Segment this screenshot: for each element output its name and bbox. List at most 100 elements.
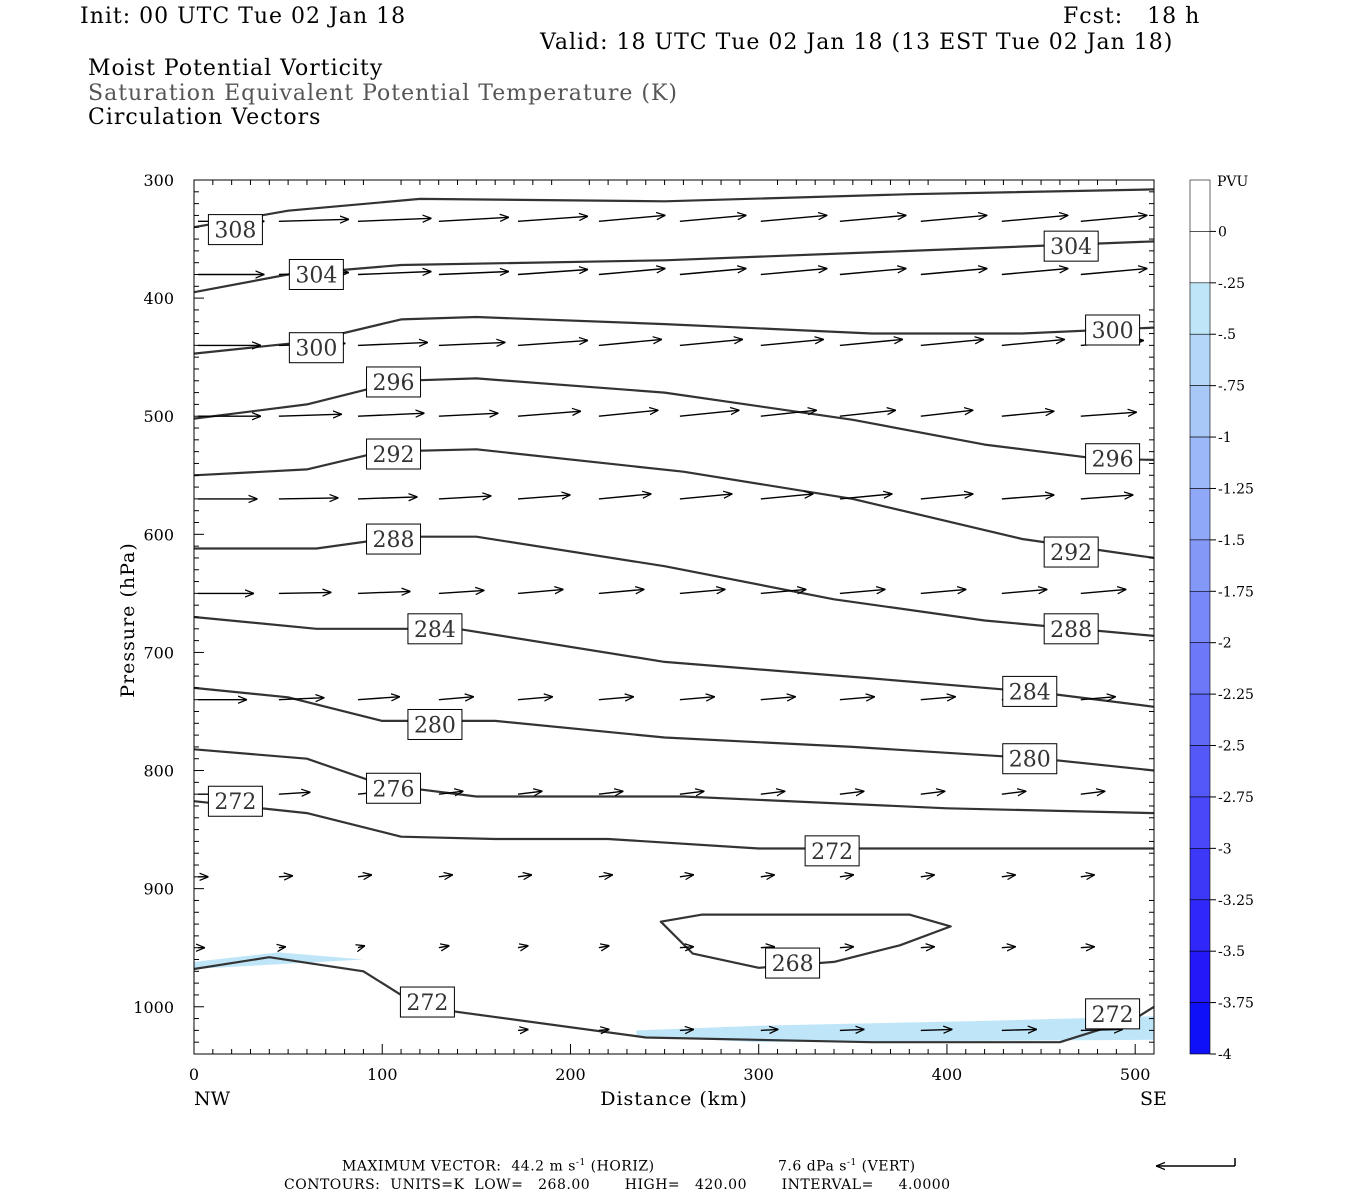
contour-label-288-9: 288 — [373, 528, 415, 553]
vector-46 — [1001, 411, 1055, 417]
vector-105 — [920, 875, 935, 877]
contour-label-292-8: 292 — [1050, 541, 1092, 566]
contour-label-272-20: 272 — [1092, 1003, 1134, 1028]
colorbar-label-10: -2.5 — [1218, 739, 1245, 755]
contour-label-box-14 — [1002, 743, 1058, 775]
colorbar-cell-13 — [1189, 848, 1211, 901]
colorbar-label-9: -2.25 — [1218, 687, 1254, 703]
colorbar-cell-11 — [1189, 745, 1211, 798]
colorbar-label-0: 0 — [1218, 224, 1227, 240]
vector-127 — [1080, 1029, 1123, 1030]
vector-44 — [839, 410, 896, 417]
vector-39 — [438, 413, 499, 416]
x-end-right: SE — [1140, 1088, 1167, 1110]
vector-83 — [1080, 697, 1116, 700]
contour-label-box-16 — [207, 785, 263, 817]
vector-18 — [679, 269, 747, 276]
x-tick-label-0: 0 — [189, 1065, 199, 1084]
vector-85 — [278, 792, 311, 794]
contour-label-box-6 — [1085, 443, 1141, 475]
vector-16 — [517, 270, 588, 276]
vector-64 — [517, 589, 564, 593]
vector-93 — [920, 791, 946, 794]
colorbar-label-16: -4 — [1218, 1047, 1232, 1063]
vector-65 — [598, 589, 645, 593]
vector-106 — [1001, 875, 1016, 877]
vector-67 — [760, 589, 807, 593]
contour-label-box-7 — [366, 438, 422, 470]
vert-vector-note: 7.6 dPa s-1 (VERT) — [778, 1158, 916, 1175]
vector-63 — [438, 590, 485, 593]
vector-37 — [278, 414, 342, 416]
vector-27 — [438, 342, 506, 345]
contour-label-272-17: 272 — [811, 840, 853, 865]
vector-92 — [839, 791, 865, 794]
vector-80 — [839, 697, 875, 700]
vector-26 — [357, 342, 428, 345]
valid-time: Valid: 18 UTC Tue 02 Jan 18 (13 EST Tue … — [540, 30, 1174, 55]
vector-53 — [598, 494, 652, 500]
contour-label-box-18 — [765, 947, 821, 979]
contour-label-300-3: 300 — [295, 337, 337, 362]
vector-51 — [438, 496, 492, 499]
contour-label-box-15 — [366, 772, 422, 804]
vector-102 — [679, 875, 694, 877]
colorbar-label-11: -2.75 — [1218, 790, 1254, 806]
x-axis-label: Distance (km) — [600, 1088, 748, 1110]
vector-49 — [278, 498, 339, 499]
vector-14 — [357, 272, 432, 275]
y-tick-label-900: 900 — [143, 880, 174, 899]
vector-3 — [438, 217, 509, 222]
vector-76 — [517, 697, 553, 700]
contour-label-304-1: 304 — [295, 263, 337, 288]
contour-label-box-20 — [1085, 998, 1141, 1030]
vector-120 — [517, 1029, 529, 1030]
y-tick-label-500: 500 — [143, 407, 174, 426]
vector-8 — [839, 215, 907, 222]
vector-101 — [598, 875, 613, 877]
colorbar-cell-2 — [1189, 282, 1211, 335]
vector-109 — [279, 947, 286, 948]
theta-contours — [193, 188, 1155, 1044]
max-vector-unit-sup: -1 — [575, 1158, 586, 1168]
vector-90 — [679, 791, 705, 794]
vector-121 — [598, 1029, 610, 1030]
colorbar-cell-3 — [1189, 333, 1211, 386]
vector-97 — [278, 876, 293, 877]
max-vector-note: MAXIMUM VECTOR: 44.2 m s-1 (HORIZ) — [342, 1158, 655, 1175]
contour-label-box-1 — [288, 258, 344, 290]
vector-28 — [517, 340, 588, 347]
y-tick-label-700: 700 — [143, 643, 174, 662]
vector-20 — [839, 269, 907, 276]
vector-47 — [1080, 412, 1137, 416]
colorbar-label-14: -3.5 — [1218, 944, 1245, 960]
contour-308-0 — [193, 188, 1155, 229]
vector-33 — [920, 339, 984, 347]
vector-43 — [760, 410, 817, 417]
max-vector-horiz: (HORIZ) — [585, 1158, 655, 1175]
vector-57 — [920, 494, 974, 500]
vector-100 — [517, 875, 532, 877]
colorbar-cell-9 — [1189, 642, 1211, 695]
colorbar-cell-7 — [1189, 539, 1211, 592]
contour-label-box-19 — [399, 986, 455, 1018]
vert-vector-tail: (VERT) — [856, 1158, 916, 1175]
vector-52 — [517, 495, 571, 499]
y-tick-label-300: 300 — [143, 171, 174, 190]
colorbar-label-7: -1.75 — [1218, 584, 1254, 600]
vector-125 — [920, 1029, 953, 1030]
colorbar-label-5: -1.25 — [1218, 481, 1254, 497]
vector-112 — [517, 946, 529, 948]
vector-42 — [679, 410, 740, 417]
vector-21 — [920, 269, 988, 276]
colorbar-cell-5 — [1189, 436, 1211, 489]
vector-110 — [358, 946, 365, 948]
vector-79 — [760, 697, 796, 700]
vector-114 — [679, 947, 694, 948]
vert-vector-text: 7.6 dPa s — [778, 1158, 847, 1175]
vector-62 — [357, 591, 411, 593]
vector-70 — [1001, 589, 1048, 593]
y-tick-label-400: 400 — [143, 289, 174, 308]
contour-info: CONTOURS: UNITS=K LOW= 268.00 HIGH= 420.… — [284, 1177, 951, 1193]
